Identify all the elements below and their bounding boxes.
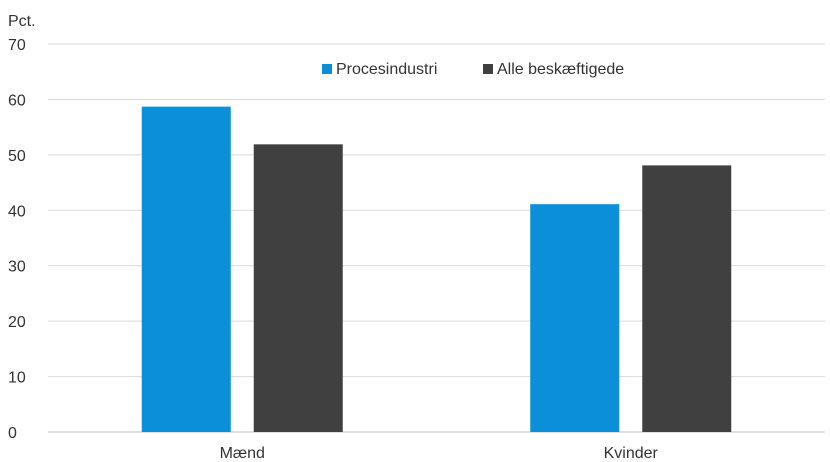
bar-alle-beskaeftigede-1 bbox=[642, 165, 732, 433]
bar-procesindustri-0 bbox=[141, 106, 231, 433]
y-tick-label: 20 bbox=[8, 314, 26, 331]
legend-swatch bbox=[483, 64, 493, 74]
legend-label: Procesindustri bbox=[336, 61, 437, 78]
legend-label: Alle beskæftigede bbox=[497, 61, 624, 78]
axes: Pct. 0 10 20 30 40 50 60 70 Mænd Kvinder bbox=[8, 13, 659, 462]
category-label: Mænd bbox=[220, 445, 265, 462]
y-axis-unit-label: Pct. bbox=[8, 13, 36, 30]
y-tick-label: 30 bbox=[8, 259, 26, 276]
bar-alle-beskaeftigede-0 bbox=[253, 144, 343, 432]
legend-swatch bbox=[322, 64, 332, 74]
bars bbox=[141, 106, 732, 433]
y-tick-label: 10 bbox=[8, 370, 26, 387]
legend: Procesindustri Alle beskæftigede bbox=[322, 61, 624, 78]
bar-procesindustri-1 bbox=[530, 204, 620, 432]
y-tick-label: 60 bbox=[8, 92, 26, 109]
y-tick-label: 40 bbox=[8, 203, 26, 220]
category-label: Kvinder bbox=[604, 445, 659, 462]
y-tick-label: 70 bbox=[8, 37, 26, 54]
y-tick-label: 0 bbox=[8, 425, 17, 442]
y-tick-label: 50 bbox=[8, 148, 26, 165]
